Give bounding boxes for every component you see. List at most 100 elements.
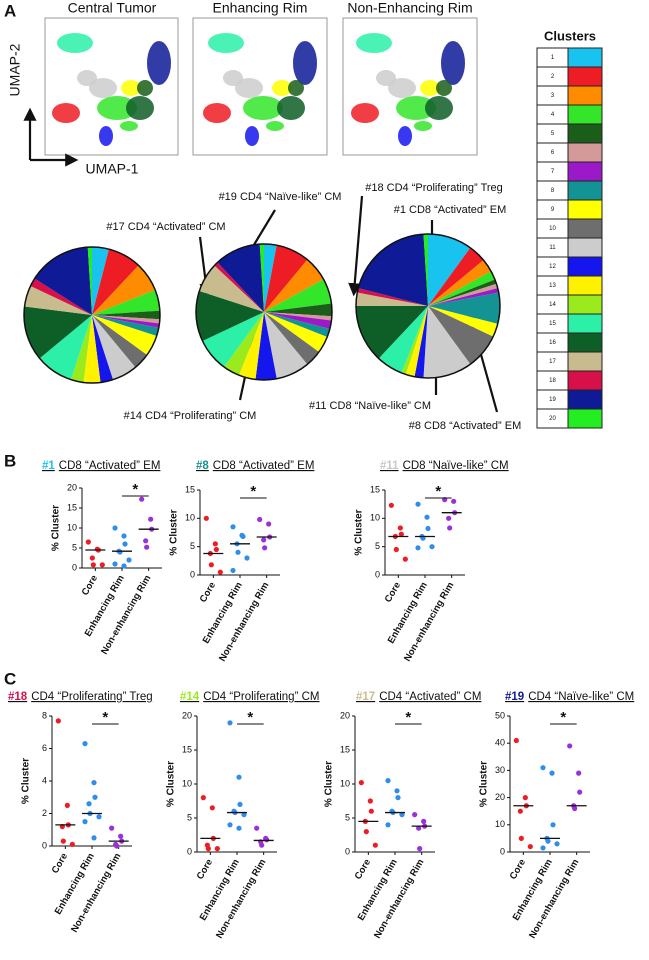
umap-cluster-blob <box>388 78 416 98</box>
x-tick-label: Non-enhancing Rim <box>99 573 153 656</box>
pie-slice <box>92 315 159 337</box>
umap-cluster-blob <box>203 103 231 123</box>
legend-label: 3 <box>551 93 555 99</box>
data-point <box>203 515 209 521</box>
umap-cluster-blob <box>277 96 305 120</box>
y-tick-label: 5 <box>190 541 195 551</box>
data-point <box>230 524 236 530</box>
legend-label: 6 <box>551 150 555 156</box>
data-point <box>99 562 105 568</box>
legend-swatch <box>567 85 603 106</box>
data-point <box>412 812 418 818</box>
data-point <box>363 829 369 835</box>
pie-slice <box>224 312 264 376</box>
data-point <box>117 549 123 555</box>
data-point <box>236 774 242 780</box>
legend-label: 11 <box>549 245 556 251</box>
data-point <box>69 841 75 847</box>
x-tick-label: Non-enhancing Rim <box>69 851 123 934</box>
pie-slice <box>428 247 484 306</box>
legend-label: 9 <box>551 207 555 213</box>
data-point <box>121 563 127 569</box>
data-point <box>577 789 583 795</box>
data-point <box>572 805 578 812</box>
pie-slice <box>92 247 109 315</box>
legend-label: 2 <box>551 74 555 80</box>
y-tick-label: 10 <box>370 513 380 523</box>
legend-label: 10 <box>549 226 556 232</box>
data-point <box>112 525 118 531</box>
x-tick-label: Core <box>80 573 100 597</box>
x-tick-label: Non-enhancing Rim <box>214 857 268 940</box>
annotation-arrow <box>348 195 364 297</box>
data-point <box>148 516 154 522</box>
pie-slice <box>356 306 428 359</box>
legend-swatch <box>567 218 603 239</box>
umap-cluster-blob <box>99 126 113 146</box>
y-axis-label: % Cluster <box>166 761 177 807</box>
umap-cluster-blob <box>398 126 412 146</box>
y-tick-label: 0 <box>190 569 195 579</box>
umap-title: Central Tumor <box>68 0 157 16</box>
data-point <box>522 795 528 801</box>
y-tick-label: 5 <box>375 541 380 551</box>
data-point <box>257 516 263 523</box>
pie-slice <box>34 247 92 315</box>
data-point <box>517 808 523 814</box>
legend-swatch <box>567 313 603 334</box>
pie-slice <box>217 244 264 312</box>
pie-slice <box>196 290 264 341</box>
data-point <box>90 562 96 568</box>
umap-cluster-blob <box>147 41 171 85</box>
umap-cluster-blob <box>121 80 141 96</box>
data-point <box>540 845 546 851</box>
data-point <box>540 765 546 771</box>
title-number: #11 <box>380 460 399 472</box>
pie-slice <box>92 289 160 315</box>
pie-slice <box>259 243 264 312</box>
data-point <box>143 538 149 544</box>
y-tick-label: 15 <box>340 744 350 754</box>
data-point <box>227 720 233 726</box>
y-tick-label: 0 <box>345 846 350 856</box>
data-point <box>64 802 70 808</box>
pie-slice <box>83 315 101 383</box>
x-tick-label: Core <box>50 851 70 875</box>
pie-slice <box>92 265 156 315</box>
umap-cluster-blob <box>57 33 93 53</box>
umap-frame <box>44 17 179 156</box>
legend-label: 17 <box>549 359 556 365</box>
pie-slice <box>428 288 499 306</box>
legend-swatch <box>567 104 603 125</box>
y-tick-label: 10 <box>185 513 195 523</box>
legend-swatch <box>567 275 603 296</box>
legend-label: 13 <box>549 283 556 289</box>
legend-swatch <box>567 351 603 372</box>
pie-slice <box>264 312 308 379</box>
umap-cluster-blob <box>351 103 379 123</box>
legend-label: 1 <box>551 55 555 61</box>
data-point <box>109 825 115 831</box>
pie-outline <box>355 233 501 379</box>
data-point <box>395 795 401 801</box>
significance-label: * <box>405 709 411 726</box>
data-point <box>398 531 404 537</box>
data-point <box>415 545 421 551</box>
legend-label: 8 <box>551 188 555 194</box>
data-point <box>368 808 374 814</box>
umap-cluster-blob <box>89 78 117 98</box>
title-number: #19 <box>505 691 524 703</box>
y-tick-label: 20 <box>495 792 505 802</box>
y-tick-label: 0 <box>375 569 380 579</box>
y-tick-label: 0 <box>42 840 47 850</box>
y-axis-label: % Cluster <box>21 758 32 804</box>
data-point <box>518 835 524 842</box>
y-tick-label: 15 <box>182 744 192 754</box>
data-point <box>236 825 242 831</box>
legend-label: 5 <box>551 131 555 137</box>
data-point <box>425 525 431 532</box>
data-point <box>112 561 118 567</box>
pie-outline <box>195 243 333 381</box>
legend-label: 18 <box>549 378 556 384</box>
y-tick-label: 40 <box>495 738 505 748</box>
